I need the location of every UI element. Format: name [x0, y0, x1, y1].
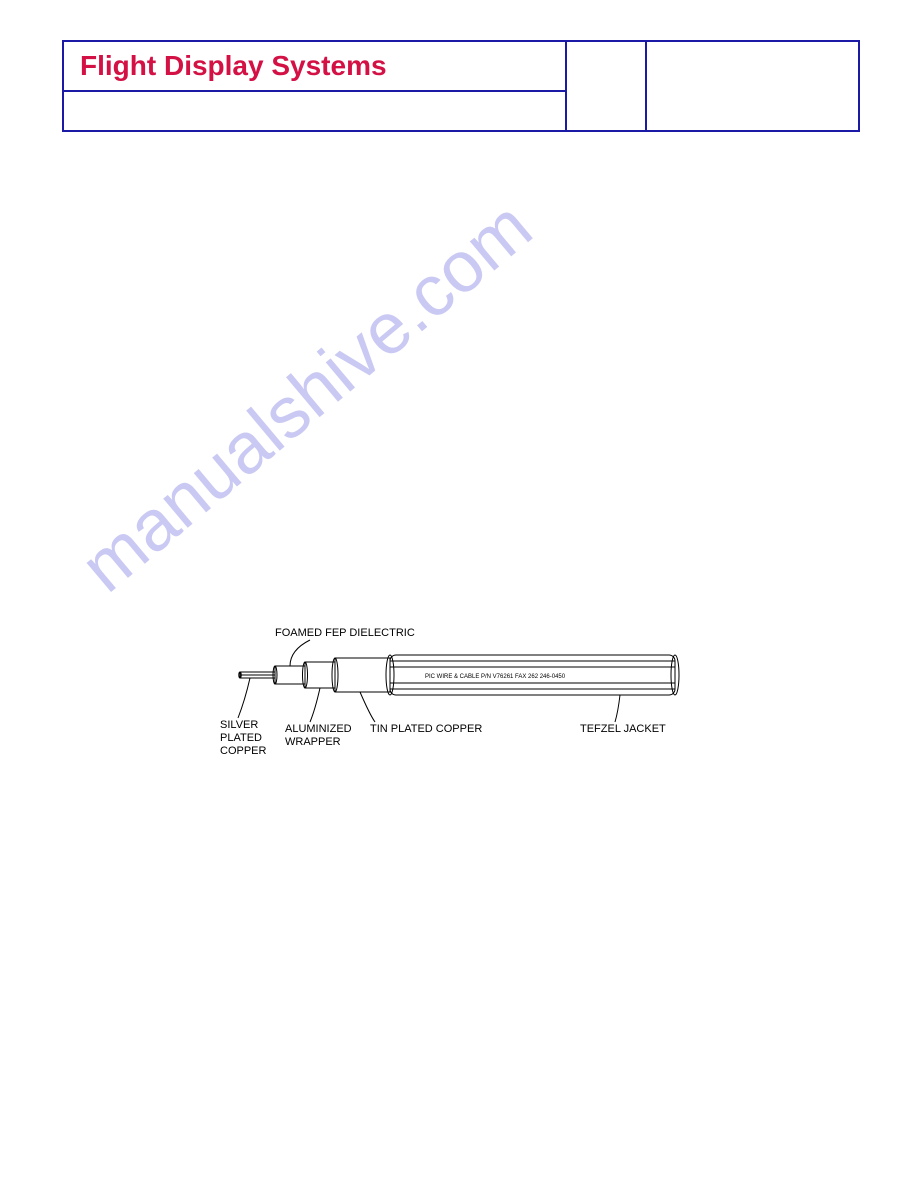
- label-wrapper-l1: ALUMINIZED: [285, 723, 352, 735]
- header-table: Flight Display Systems: [62, 40, 860, 132]
- header-right-cell: [646, 41, 859, 131]
- label-dielectric: FOAMED FEP DIELECTRIC: [275, 627, 415, 639]
- label-conductor-l2: PLATED: [220, 732, 262, 744]
- wrapper-segment: [305, 662, 335, 688]
- dielectric-segment: [275, 666, 305, 684]
- label-jacket: TEFZEL JACKET: [580, 723, 666, 735]
- cable-diagram: PIC WIRE & CABLE P/N V76261 FAX 262 246-…: [220, 620, 690, 780]
- label-wrapper-l2: WRAPPER: [285, 736, 341, 748]
- header-sub-cell: [63, 91, 566, 131]
- header-brand-cell: Flight Display Systems: [63, 41, 566, 91]
- label-braid: TIN PLATED COPPER: [370, 723, 482, 735]
- label-conductor-l1: SILVER: [220, 719, 258, 731]
- braid-segment: [335, 658, 390, 692]
- cable-marking: PIC WIRE & CABLE P/N V76261 FAX 262 246-…: [425, 674, 566, 680]
- watermark: manualshive.com: [66, 186, 855, 975]
- brand-text: Flight Display Systems: [80, 50, 387, 81]
- header-mid-cell: [566, 41, 646, 131]
- label-conductor-l3: COPPER: [220, 745, 267, 757]
